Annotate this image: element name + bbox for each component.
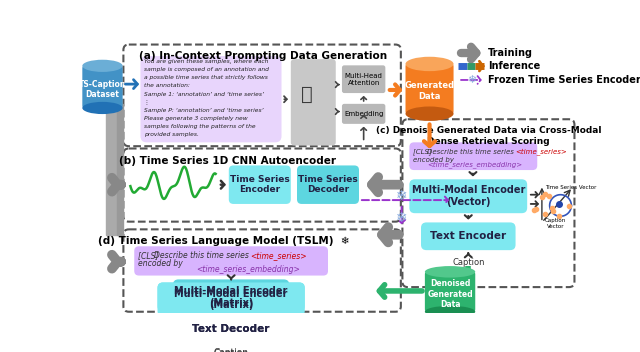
Text: TS-Caption
Dataset: TS-Caption Dataset xyxy=(79,80,126,99)
Text: <time_series>: <time_series> xyxy=(250,251,307,260)
Text: a possible time series that strictly follows: a possible time series that strictly fol… xyxy=(143,75,268,80)
Text: Time Series
Decoder: Time Series Decoder xyxy=(298,175,358,194)
Text: [CLS]: [CLS] xyxy=(138,251,161,260)
Text: [CLS]: [CLS] xyxy=(413,149,435,155)
Text: <time_series>: <time_series> xyxy=(515,149,566,155)
Text: Text Encoder: Text Encoder xyxy=(430,231,506,241)
Text: Embedding: Embedding xyxy=(344,111,383,117)
Text: Please generate 3 completely new: Please generate 3 completely new xyxy=(143,116,247,121)
Text: Text Decoder: Text Decoder xyxy=(193,325,270,334)
Text: provided samples.: provided samples. xyxy=(143,132,198,137)
Text: Caption
Vector: Caption Vector xyxy=(545,218,566,228)
Ellipse shape xyxy=(425,306,476,318)
FancyBboxPatch shape xyxy=(83,66,123,108)
Text: (a) In-Context Prompting Data Generation: (a) In-Context Prompting Data Generation xyxy=(139,51,387,62)
Ellipse shape xyxy=(425,266,476,278)
Ellipse shape xyxy=(83,102,123,114)
Text: You are given these samples, where each: You are given these samples, where each xyxy=(143,59,268,64)
Ellipse shape xyxy=(406,57,454,71)
FancyBboxPatch shape xyxy=(297,165,359,204)
Text: Describe this time series: Describe this time series xyxy=(154,251,252,260)
Bar xyxy=(117,104,124,235)
FancyBboxPatch shape xyxy=(173,316,289,342)
Text: ❄: ❄ xyxy=(396,189,408,203)
Text: Caption: Caption xyxy=(452,258,484,267)
Text: Time Series
Encoder: Time Series Encoder xyxy=(230,175,290,194)
FancyBboxPatch shape xyxy=(291,59,336,145)
Text: encoded by: encoded by xyxy=(413,157,454,163)
Text: Caption: Caption xyxy=(214,348,248,352)
Text: ⋮: ⋮ xyxy=(143,100,150,105)
Text: Time Series Vector: Time Series Vector xyxy=(545,186,596,190)
Text: Multi-Modal Encoder
(Vector): Multi-Modal Encoder (Vector) xyxy=(412,186,525,207)
Text: 🎨: 🎨 xyxy=(301,85,312,104)
FancyBboxPatch shape xyxy=(410,179,527,213)
Text: ❄: ❄ xyxy=(467,75,476,85)
FancyBboxPatch shape xyxy=(229,165,291,204)
Text: Inference: Inference xyxy=(488,61,540,71)
Text: encoded by: encoded by xyxy=(138,259,183,268)
Bar xyxy=(106,104,117,235)
Text: (c) Denoise Generated Data via Cross-Modal
Dense Retrieval Scoring: (c) Denoise Generated Data via Cross-Mod… xyxy=(376,126,601,146)
FancyBboxPatch shape xyxy=(180,318,282,341)
Ellipse shape xyxy=(406,107,454,121)
FancyBboxPatch shape xyxy=(173,279,289,309)
FancyBboxPatch shape xyxy=(425,272,476,312)
Text: samples following the patterns of the: samples following the patterns of the xyxy=(143,124,255,129)
Text: Multi-Modal Encoder
(Matrix): Multi-Modal Encoder (Matrix) xyxy=(175,289,288,310)
FancyBboxPatch shape xyxy=(406,64,454,114)
Text: Text Decoder: Text Decoder xyxy=(193,325,270,334)
Text: ❄: ❄ xyxy=(396,211,408,225)
Text: Caption: Caption xyxy=(214,349,248,352)
Ellipse shape xyxy=(83,60,123,72)
Text: Sample P: ‘annotation’ and ‘time series’: Sample P: ‘annotation’ and ‘time series’ xyxy=(143,108,263,113)
Text: Sample 1: ‘annotation’ and ‘time series’: Sample 1: ‘annotation’ and ‘time series’ xyxy=(143,92,264,96)
Text: <time_series_embedding>: <time_series_embedding> xyxy=(428,162,522,169)
Text: Generated
Data: Generated Data xyxy=(404,81,454,101)
FancyBboxPatch shape xyxy=(342,104,385,124)
FancyBboxPatch shape xyxy=(342,65,385,93)
Text: Describe this time series: Describe this time series xyxy=(428,149,516,155)
Text: Multi-Head
Attention: Multi-Head Attention xyxy=(345,73,383,86)
Text: Denoised
Generated
Data: Denoised Generated Data xyxy=(428,279,473,309)
FancyBboxPatch shape xyxy=(134,246,328,276)
Text: sample is composed of an annotation and: sample is composed of an annotation and xyxy=(143,67,268,72)
Text: <time_series_embedding>: <time_series_embedding> xyxy=(196,265,300,274)
Text: Multi-Modal Encoder
(Matrix): Multi-Modal Encoder (Matrix) xyxy=(175,286,288,308)
FancyBboxPatch shape xyxy=(157,282,305,312)
Text: the annotation:: the annotation: xyxy=(143,83,189,88)
Text: (b) Time Series 1D CNN Autoencoder: (b) Time Series 1D CNN Autoencoder xyxy=(119,156,336,166)
FancyBboxPatch shape xyxy=(140,56,282,142)
Text: Training: Training xyxy=(488,48,532,58)
FancyBboxPatch shape xyxy=(421,222,516,250)
Text: Frozen Time Series Encoder: Frozen Time Series Encoder xyxy=(488,75,640,85)
FancyBboxPatch shape xyxy=(410,142,537,170)
FancyBboxPatch shape xyxy=(157,282,305,316)
Text: (d) Time Series Language Model (TSLM)  ❄: (d) Time Series Language Model (TSLM) ❄ xyxy=(98,236,349,246)
